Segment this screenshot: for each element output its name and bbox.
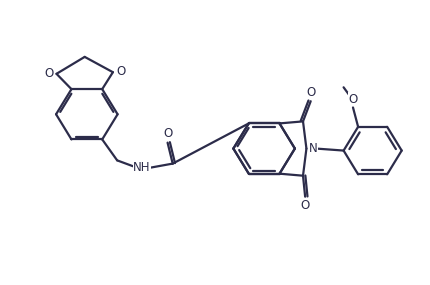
Text: O: O	[348, 93, 358, 105]
Text: O: O	[163, 127, 172, 140]
Text: O: O	[301, 199, 310, 212]
Text: O: O	[116, 65, 125, 78]
Text: NH: NH	[133, 161, 150, 174]
Text: N: N	[308, 142, 317, 155]
Text: O: O	[44, 66, 53, 80]
Text: O: O	[307, 86, 316, 99]
